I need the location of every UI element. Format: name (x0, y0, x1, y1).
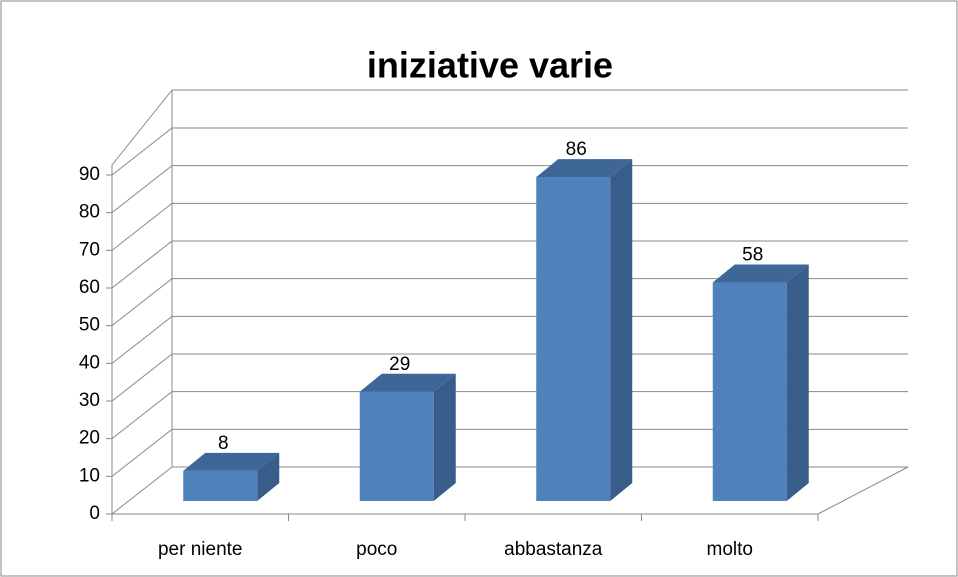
bar-side (610, 159, 633, 502)
y-tick-label: 0 (89, 503, 100, 524)
y-tick-label: 60 (79, 277, 100, 298)
chart-title: iniziative varie (367, 45, 613, 86)
bar-side (257, 452, 280, 501)
y-tick-label: 20 (79, 428, 100, 449)
bar (359, 391, 434, 501)
grid-line (111, 165, 908, 214)
grid-line (111, 202, 908, 251)
grid-line (111, 391, 908, 440)
y-tick-label: 40 (79, 352, 100, 373)
bar-side (433, 373, 456, 501)
data-label: 86 (566, 139, 587, 160)
data-label: 58 (742, 245, 763, 266)
grid-line (111, 278, 908, 327)
grid-line (111, 353, 908, 402)
grid-line (111, 428, 908, 477)
bar-top (359, 373, 456, 392)
y-tick-label: 90 (79, 164, 100, 185)
bar-top (712, 264, 809, 283)
bar-top (536, 159, 633, 178)
grid-line (111, 127, 908, 176)
bar (536, 177, 611, 502)
y-tick-label: 70 (79, 239, 100, 260)
y-tick-label: 80 (79, 202, 100, 223)
bar (183, 470, 258, 501)
bar-side (786, 264, 809, 501)
grid-line (111, 466, 908, 515)
bar-top (183, 452, 280, 471)
x-tick-label: poco (356, 539, 397, 560)
grid-line (111, 240, 908, 289)
x-tick-label: abbastanza (504, 539, 603, 560)
floor-edge (817, 466, 909, 515)
x-tick-label: molto (707, 539, 753, 560)
data-label: 8 (218, 433, 229, 454)
y-tick-label: 10 (79, 465, 100, 486)
y-tick-label: 30 (79, 390, 100, 411)
wall-edge (111, 89, 173, 166)
data-label: 29 (389, 354, 410, 375)
y-tick-label: 50 (79, 315, 100, 336)
grid-line (111, 315, 908, 364)
x-tick-label: per niente (158, 539, 243, 560)
bar (712, 282, 787, 501)
